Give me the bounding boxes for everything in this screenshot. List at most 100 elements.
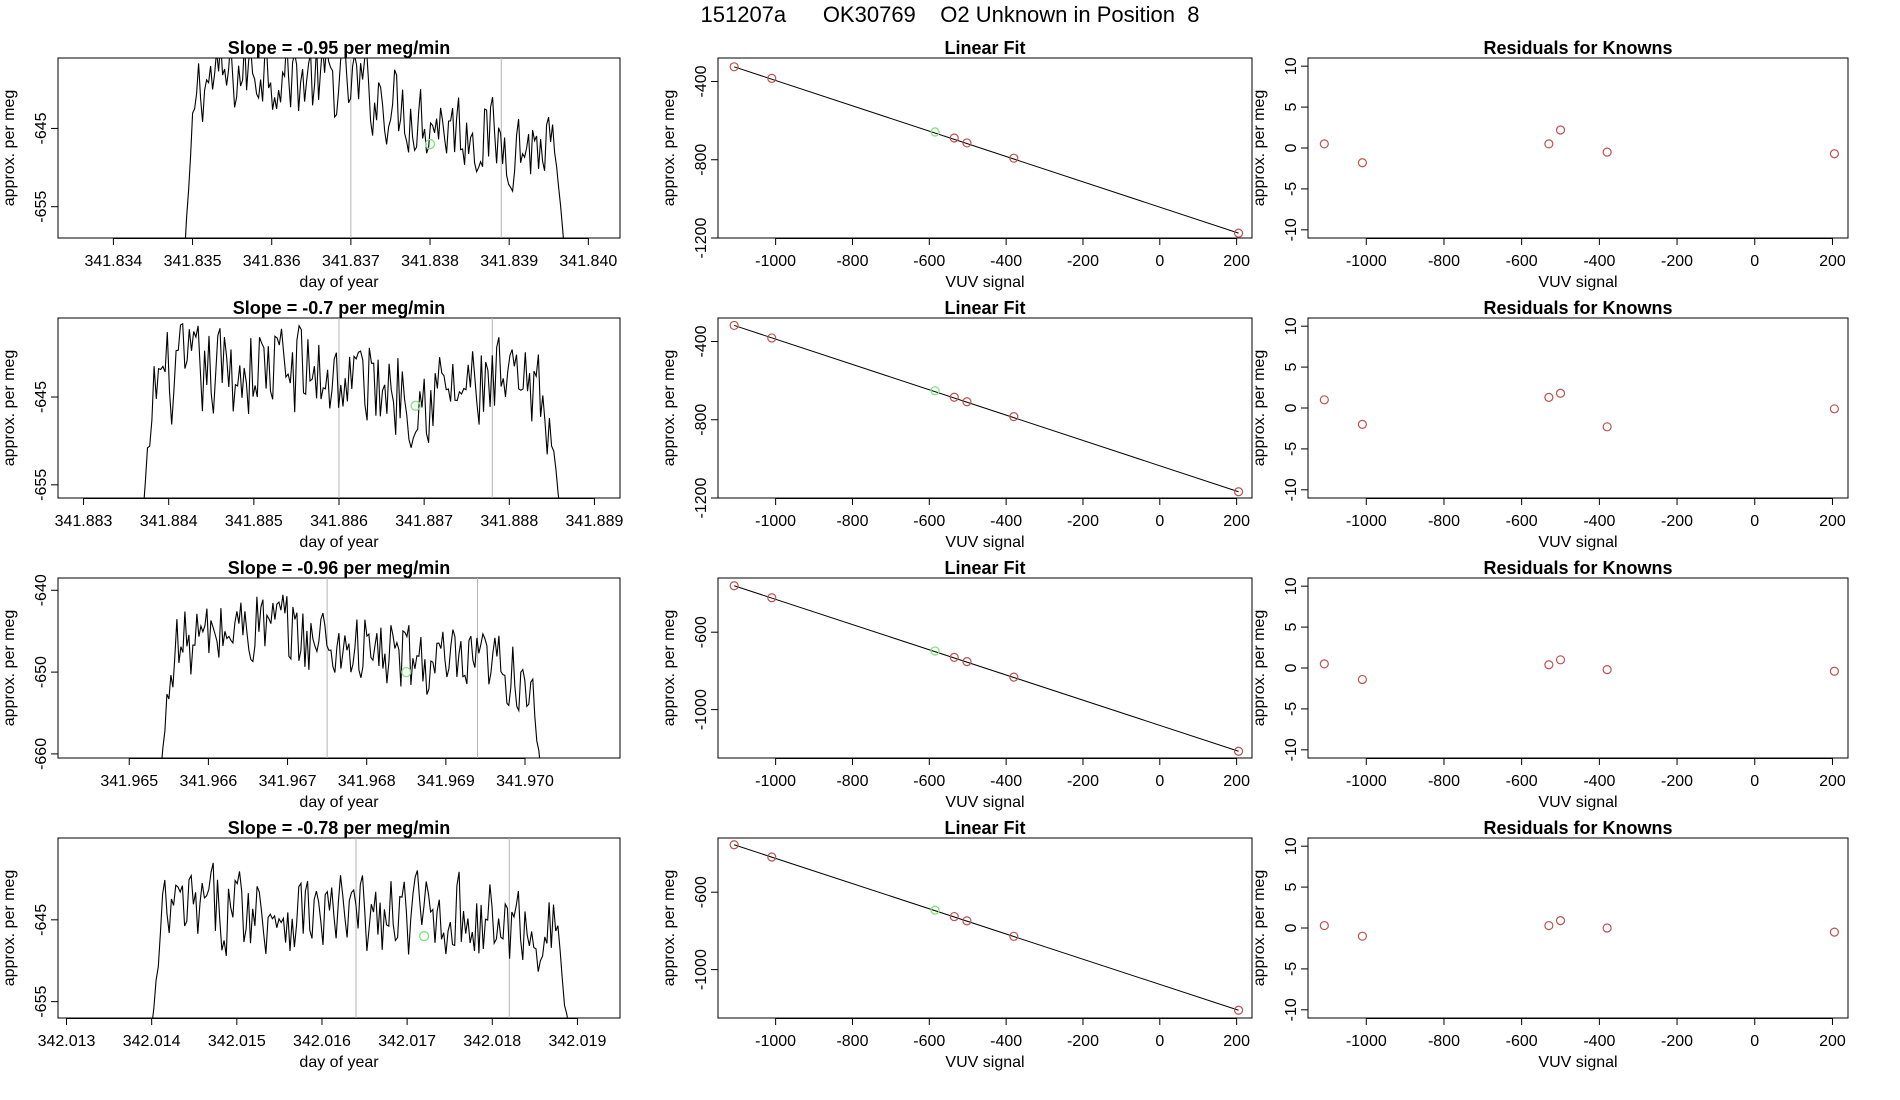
panel-title: Linear Fit [944, 818, 1025, 838]
known-point [729, 62, 739, 72]
y-axis-label: approx. per meg [661, 610, 678, 727]
x-tick-label: 342.016 [293, 1033, 351, 1050]
per-meg-trace [143, 322, 560, 498]
y-tick-label: -655 [33, 986, 50, 1018]
x-tick-label: -1000 [1346, 773, 1387, 790]
x-axis-label: VUV signal [945, 1054, 1024, 1071]
y-tick-label: 5 [1283, 103, 1300, 112]
x-tick-label: 341.887 [395, 513, 453, 530]
unknown-mean-point [410, 400, 421, 411]
known-point [962, 657, 972, 667]
panel-time-series-row-1: Slope = -0.7 per meg/min 341.883 341.884 34… [1, 298, 623, 551]
known-point [962, 397, 972, 407]
plot-frame [57, 837, 621, 1019]
x-tick-label: -600 [1506, 253, 1538, 270]
known-point [1233, 487, 1244, 497]
x-tick-label: -800 [836, 773, 868, 790]
x-tick-label: -200 [1661, 513, 1693, 530]
residual-point [1829, 927, 1840, 937]
panel-residuals-row-1: Residuals for Knowns-1000 -800 -600 -400 -20… [1251, 298, 1849, 551]
x-tick-label: -800 [836, 1033, 868, 1050]
y-tick-label: -660 [33, 738, 50, 770]
panel-linear-fit-row-0: Linear Fit -1000 -800 -600 -400 -200 0 200 VUV s… [661, 38, 1253, 291]
x-tick-label: -600 [913, 253, 945, 270]
x-tick-label: -400 [990, 253, 1022, 270]
x-tick-label: -400 [1583, 253, 1615, 270]
x-axis-label: VUV signal [945, 794, 1024, 811]
y-tick-label: -645 [33, 112, 50, 144]
x-tick-label: -1000 [755, 253, 796, 270]
x-tick-label: -800 [1428, 513, 1460, 530]
residual-point [1544, 920, 1554, 931]
panel-residuals-row-0: Residuals for Knowns-1000 -800 -600 -400 -20… [1251, 38, 1849, 291]
y-axis-label: approx. per meg [661, 350, 678, 467]
y-tick-label: -10 [1283, 478, 1300, 501]
x-tick-label: 341.968 [338, 773, 396, 790]
x-tick-label: -200 [1661, 253, 1693, 270]
y-tick-label: -1000 [693, 949, 710, 990]
unknown-mean-point [401, 666, 412, 678]
panel-title: Slope = -0.7 per meg/min [233, 298, 446, 318]
figure-title: 151207a OK30769 O2 Unknown in Position 8 [700, 2, 1200, 27]
x-axis-label: day of year [299, 274, 379, 291]
residual-point [1829, 149, 1840, 159]
y-tick-label: 5 [1283, 623, 1300, 632]
panel-time-series-row-0: Slope = -0.95 per meg/min 341.834 341.835 3… [1, 38, 621, 291]
panel-title: Slope = -0.96 per meg/min [228, 558, 451, 578]
x-tick-label: 341.834 [84, 253, 142, 270]
fit-line [733, 844, 1239, 1011]
x-tick-label: 342.019 [549, 1033, 607, 1050]
x-tick-label: 341.838 [401, 253, 459, 270]
x-tick-label: 342.014 [123, 1033, 181, 1050]
y-tick-label: -800 [693, 404, 710, 436]
x-axis-label: VUV signal [1538, 1054, 1617, 1071]
x-tick-label: 0 [1155, 1033, 1164, 1050]
y-axis-label: approx. per meg [1, 870, 18, 987]
x-tick-label: 200 [1819, 513, 1846, 530]
y-tick-label: -1200 [693, 217, 710, 258]
panel-residuals-row-3: Residuals for Knowns-1000 -800 -600 -400 -20… [1251, 818, 1849, 1071]
x-tick-label: -400 [1583, 1033, 1615, 1050]
x-tick-label: 200 [1819, 1033, 1846, 1050]
x-tick-label: -200 [1067, 773, 1099, 790]
y-axis-label: approx. per meg [1, 90, 18, 207]
y-tick-label: -645 [33, 904, 50, 936]
known-point [949, 392, 959, 402]
panel-time-series-row-2: Slope = -0.96 per meg/min 341.965 341.966 3… [1, 558, 621, 811]
y-tick-label: 10 [1283, 577, 1300, 595]
y-tick-label: -600 [693, 876, 710, 908]
panel-linear-fit-row-3: Linear Fit -1000 -800 -600 -400 -200 0 200 VUV s… [661, 818, 1253, 1071]
y-tick-label: -400 [693, 325, 710, 357]
x-tick-label: 341.840 [559, 253, 617, 270]
residual-point [1319, 920, 1329, 931]
y-tick-label: -10 [1283, 738, 1300, 761]
x-axis-label: VUV signal [1538, 274, 1617, 291]
x-tick-label: -800 [1428, 1033, 1460, 1050]
panel-title: Slope = -0.95 per meg/min [228, 38, 451, 58]
unknown-mean-point [419, 931, 430, 942]
residual-point [1602, 923, 1612, 933]
x-axis-label: VUV signal [1538, 794, 1617, 811]
x-tick-label: 342.017 [378, 1033, 436, 1050]
residual-point [1544, 660, 1554, 670]
per-meg-trace [152, 862, 569, 1018]
x-tick-label: 200 [1819, 253, 1846, 270]
panel-title: Residuals for Knowns [1483, 818, 1672, 838]
y-axis-label: approx. per meg [1, 610, 18, 727]
x-tick-label: 0 [1155, 513, 1164, 530]
per-meg-trace [161, 594, 541, 758]
known-point [1233, 1005, 1244, 1015]
x-tick-label: -200 [1067, 253, 1099, 270]
panel-title: Slope = -0.78 per meg/min [228, 818, 451, 838]
x-tick-label: 342.013 [38, 1033, 96, 1050]
x-tick-label: 341.839 [480, 253, 538, 270]
x-tick-label: -400 [1583, 773, 1615, 790]
fit-line [733, 324, 1239, 493]
x-tick-label: 341.888 [480, 513, 538, 530]
residual-point [1829, 666, 1840, 676]
residual-point [1602, 665, 1612, 675]
y-tick-label: 0 [1283, 403, 1300, 412]
y-tick-label: -10 [1283, 218, 1300, 241]
x-tick-label: 200 [1223, 253, 1250, 270]
x-tick-label: -800 [836, 253, 868, 270]
